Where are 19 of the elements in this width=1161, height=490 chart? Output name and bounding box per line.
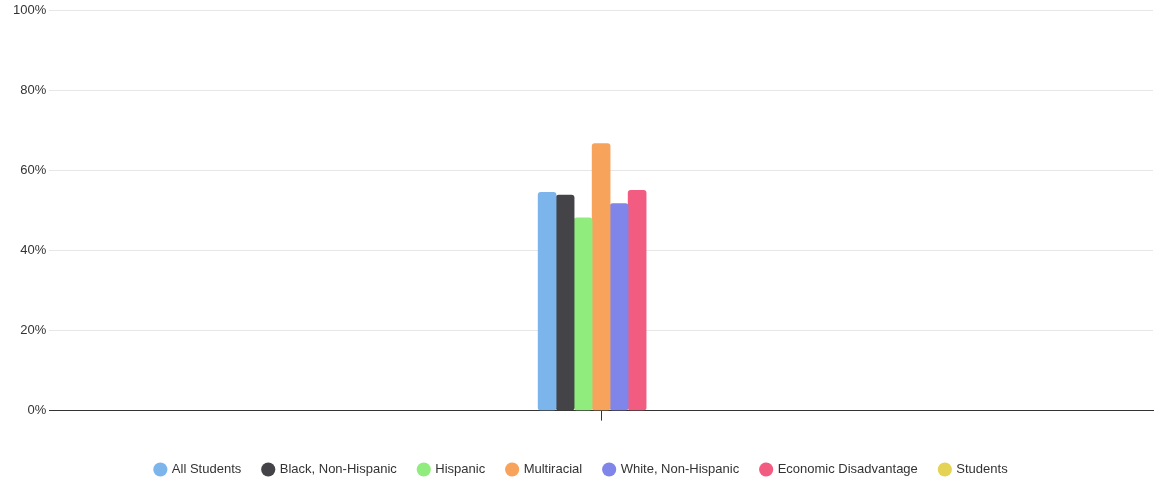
bar <box>537 191 557 411</box>
bar <box>591 143 611 411</box>
legend-label: White, Non-Hispanic <box>620 461 740 477</box>
y-tick-label: 0% <box>27 402 47 418</box>
legend-label: Hispanic <box>435 461 486 477</box>
y-tick-label: 80% <box>20 82 47 98</box>
bar <box>627 189 647 411</box>
bar <box>573 217 593 411</box>
y-tick-label: 60% <box>20 162 47 178</box>
legend-label: Students <box>956 461 1009 477</box>
legend-label: Black, Non-Hispanic <box>279 461 398 477</box>
legend-label: Economic Disadvantage <box>777 461 918 477</box>
y-tick-label: 40% <box>20 242 47 258</box>
y-tick-label: 100% <box>13 2 47 18</box>
bar <box>609 203 629 411</box>
bar <box>555 194 575 411</box>
legend-label: Multiracial <box>523 461 583 477</box>
legend-label: All Students <box>171 461 242 477</box>
y-tick-label: 20% <box>20 322 47 338</box>
